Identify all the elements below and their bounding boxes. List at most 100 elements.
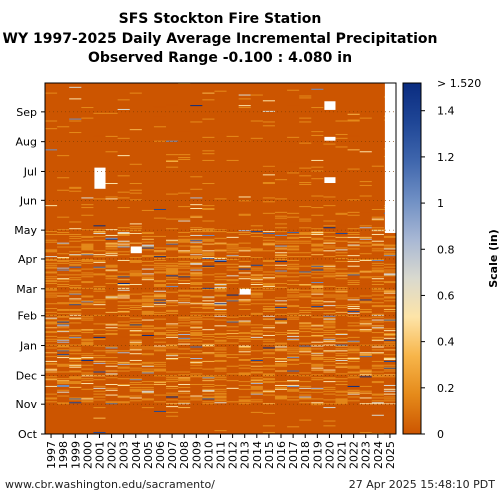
heatmap-cell bbox=[81, 276, 94, 278]
heatmap-cell bbox=[129, 369, 142, 371]
heatmap-cell bbox=[311, 369, 324, 371]
heatmap-cell bbox=[371, 327, 384, 329]
chart-title: SFS Stockton Fire Station bbox=[118, 11, 322, 27]
heatmap-cell bbox=[250, 277, 263, 279]
heatmap-cell bbox=[383, 310, 396, 312]
heatmap-cell bbox=[153, 272, 167, 274]
heatmap-cell bbox=[57, 315, 70, 317]
heatmap-cell bbox=[57, 262, 70, 264]
heatmap-cell bbox=[190, 390, 203, 392]
heatmap-cell bbox=[311, 270, 324, 272]
heatmap-cell bbox=[371, 340, 384, 342]
heatmap-cell bbox=[274, 270, 288, 272]
heatmap-cell bbox=[141, 388, 154, 390]
heatmap-cell bbox=[359, 363, 372, 365]
heatmap-cell bbox=[359, 295, 372, 297]
heatmap-cell bbox=[214, 238, 227, 240]
heatmap-cell bbox=[69, 269, 82, 271]
heatmap-cell bbox=[359, 329, 372, 331]
heatmap-cell bbox=[299, 362, 312, 364]
heatmap-cell bbox=[299, 296, 312, 298]
heatmap-cell bbox=[81, 246, 94, 248]
heatmap-cell bbox=[190, 263, 203, 265]
heatmap-cell bbox=[262, 287, 275, 289]
heatmap-cell bbox=[141, 325, 154, 327]
heatmap-cell bbox=[250, 411, 263, 413]
heatmap-cell bbox=[117, 402, 130, 404]
heatmap-cell bbox=[262, 330, 275, 332]
heatmap-cell bbox=[347, 357, 360, 359]
heatmap-cell bbox=[202, 258, 215, 260]
heatmap-cell bbox=[45, 347, 58, 349]
heatmap-cell bbox=[202, 388, 215, 390]
heatmap-cell bbox=[311, 344, 324, 346]
heatmap-cell bbox=[45, 249, 58, 251]
heatmap-cell bbox=[57, 402, 70, 404]
heatmap-cell bbox=[323, 378, 336, 380]
heatmap-cell bbox=[57, 339, 70, 341]
heatmap-cell bbox=[45, 242, 58, 244]
heatmap-cell bbox=[129, 259, 142, 261]
heatmap-cell bbox=[371, 328, 384, 330]
heatmap-cell bbox=[214, 319, 227, 321]
heatmap-cell bbox=[226, 254, 239, 256]
heatmap-cell bbox=[274, 387, 288, 389]
heatmap-cell bbox=[323, 393, 336, 395]
heatmap-cell bbox=[45, 287, 58, 289]
heatmap-cell bbox=[190, 364, 203, 366]
heatmap-cell bbox=[57, 232, 70, 234]
heatmap-cell bbox=[250, 278, 263, 280]
heatmap-cell bbox=[371, 270, 384, 272]
heatmap-cell bbox=[93, 267, 106, 269]
heatmap-cell bbox=[57, 245, 70, 247]
heatmap-cell bbox=[214, 399, 227, 401]
heatmap-cell bbox=[287, 252, 300, 254]
heatmap-cell bbox=[323, 339, 336, 341]
heatmap-cell bbox=[190, 373, 203, 375]
heatmap-cell bbox=[57, 295, 70, 297]
heatmap-cell bbox=[202, 398, 215, 400]
heatmap-cell bbox=[93, 318, 106, 320]
heatmap-cell bbox=[250, 225, 263, 227]
heatmap-cell bbox=[178, 365, 191, 367]
missing-data-block bbox=[324, 177, 336, 184]
heatmap-cell bbox=[359, 352, 372, 354]
heatmap-cell bbox=[214, 249, 227, 251]
heatmap-cell bbox=[45, 331, 58, 333]
heatmap-cell bbox=[141, 243, 154, 245]
heatmap-cell bbox=[45, 266, 58, 268]
heatmap-cell bbox=[287, 299, 300, 301]
heatmap-cell bbox=[359, 184, 372, 186]
heatmap-cell bbox=[250, 231, 263, 233]
heatmap-cell bbox=[335, 366, 348, 368]
heatmap-cell bbox=[190, 333, 203, 335]
heatmap-cell bbox=[359, 344, 372, 346]
heatmap-cell bbox=[57, 312, 70, 314]
heatmap-cell bbox=[323, 338, 336, 340]
heatmap-cell bbox=[57, 383, 70, 385]
heatmap-cell bbox=[105, 234, 118, 236]
heatmap-cell bbox=[274, 343, 288, 345]
heatmap-cell bbox=[299, 271, 312, 273]
heatmap-cell bbox=[69, 302, 82, 304]
heatmap-cell bbox=[45, 276, 58, 278]
heatmap-cell bbox=[69, 402, 82, 404]
heatmap-cell bbox=[57, 257, 70, 259]
heatmap-cell bbox=[371, 258, 384, 260]
heatmap-cell bbox=[347, 260, 360, 262]
heatmap-cell bbox=[69, 344, 82, 346]
heatmap-cell bbox=[371, 233, 384, 235]
heatmap-cell bbox=[274, 252, 288, 254]
heatmap-cell bbox=[214, 276, 227, 278]
heatmap-cell bbox=[226, 337, 239, 339]
heatmap-cell bbox=[299, 350, 312, 352]
heatmap-cell bbox=[359, 298, 372, 300]
heatmap-cell bbox=[299, 117, 312, 119]
heatmap-cell bbox=[105, 324, 118, 326]
heatmap-cell bbox=[347, 248, 360, 250]
heatmap-cell bbox=[287, 353, 300, 355]
heatmap-cell bbox=[45, 259, 58, 261]
heatmap-cell bbox=[250, 120, 263, 122]
heatmap-cell bbox=[311, 306, 324, 308]
heatmap-cell bbox=[129, 325, 142, 327]
